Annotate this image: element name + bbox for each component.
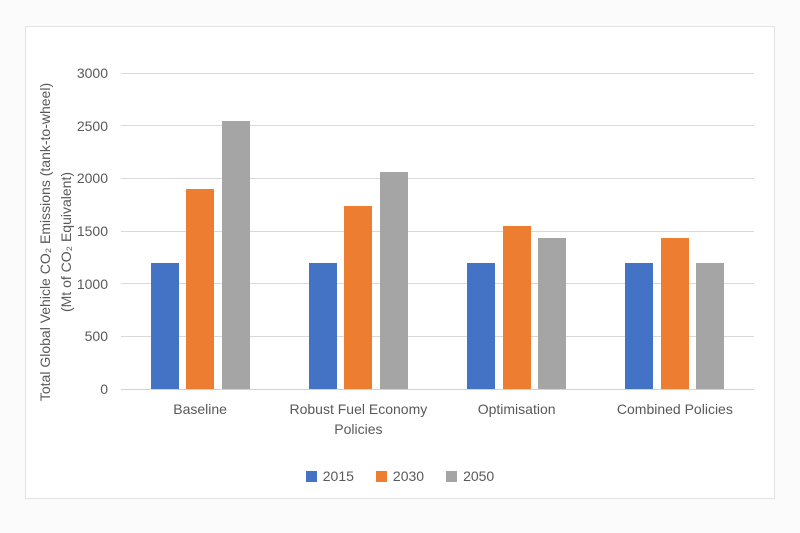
x-category-label-robust-fuel-economy-policies: Robust Fuel Economy Policies [289, 401, 428, 438]
bar-optimisation-2015 [467, 262, 496, 389]
bar-baseline-2015 [150, 262, 179, 389]
gridline [121, 125, 754, 127]
y-axis-tick-labels: 0 500 1000 1500 2000 2500 3000 [26, 65, 108, 397]
legend-label-2050: 2050 [463, 468, 495, 484]
gridline [121, 283, 754, 285]
bar-combined-policies-2050 [696, 262, 725, 389]
gridline [121, 230, 754, 232]
x-category-label-optimisation: Optimisation [477, 401, 556, 417]
legend-item-2015: 2015 [305, 468, 354, 484]
legend-label-2030: 2030 [392, 468, 425, 484]
x-axis-category-labels: Baseline Robust Fuel Economy Policies Opti… [121, 399, 754, 443]
x-category-label-combined-policies: Combined Policies [616, 401, 733, 417]
gridline [121, 335, 754, 337]
bar-baseline-2030 [186, 188, 215, 389]
y-tick-label-500: 500 [84, 328, 108, 345]
plot-area [121, 72, 754, 390]
y-tick-label-1000: 1000 [76, 275, 108, 292]
x-category-label-baseline: Baseline [173, 401, 227, 417]
legend-swatch-2030 [375, 470, 387, 482]
y-tick-label-3000: 3000 [76, 65, 108, 81]
x-axis-line [121, 388, 754, 390]
legend-label-2015: 2015 [322, 468, 354, 484]
bar-combined-policies-2030 [660, 238, 689, 389]
y-tick-label-1500: 1500 [76, 223, 108, 239]
bar-optimisation-2050 [538, 238, 567, 389]
bar-combined-policies-2015 [625, 262, 654, 389]
bar-robust-fuel-economy-policies-2015 [308, 262, 337, 389]
legend-item-2050: 2050 [446, 468, 494, 484]
bar-robust-fuel-economy-policies-2050 [379, 172, 408, 389]
y-tick-label-2000: 2000 [76, 170, 108, 187]
gridline [121, 72, 754, 74]
bar-robust-fuel-economy-policies-2030 [344, 205, 373, 389]
bar-baseline-2050 [221, 121, 250, 389]
legend-swatch-2050 [446, 470, 458, 482]
legend-swatch-2015 [305, 470, 317, 482]
bar-optimisation-2030 [502, 225, 531, 389]
legend-item-2030: 2030 [375, 468, 425, 484]
chart-card: Total Global Vehicle CO₂ Emissions (tank… [25, 26, 775, 499]
y-tick-label-0: 0 [100, 381, 108, 397]
y-tick-label-2500: 2500 [76, 117, 108, 134]
gridline [121, 177, 754, 179]
legend: 2015 2030 2050 [26, 468, 774, 484]
